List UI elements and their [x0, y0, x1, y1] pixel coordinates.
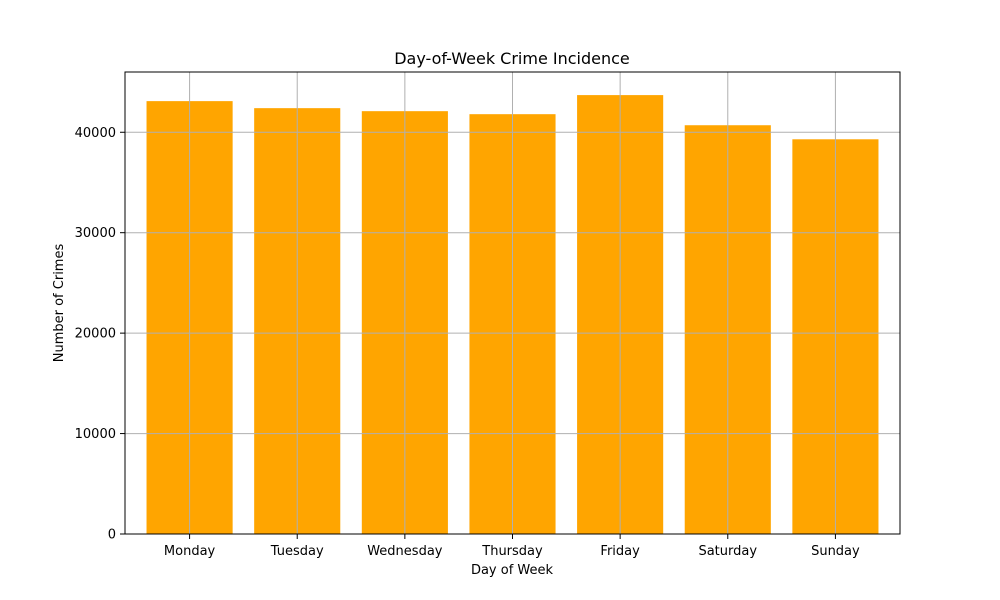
- chart-title: Day-of-Week Crime Incidence: [394, 49, 630, 68]
- y-axis-label: Number of Crimes: [52, 244, 67, 363]
- x-tick-label: Tuesday: [270, 544, 324, 559]
- x-tick-label: Saturday: [698, 544, 757, 559]
- grid-front-layer: [125, 72, 900, 535]
- y-tick-label: 0: [108, 528, 116, 543]
- x-tick-label: Sunday: [811, 544, 860, 559]
- x-ticks: Monday Tuesday Wednesday Thursday Friday Satu…: [164, 534, 860, 559]
- y-ticks: 0 10000 20000 30000 40000: [75, 126, 125, 543]
- y-tick-label: 40000: [75, 126, 116, 141]
- y-tick-label: 30000: [75, 226, 116, 241]
- x-axis-label: Day of Week: [471, 563, 554, 578]
- x-tick-label: Friday: [600, 544, 640, 559]
- y-tick-label: 20000: [75, 327, 116, 342]
- y-tick-label: 10000: [75, 427, 116, 442]
- x-tick-label: Monday: [164, 544, 216, 559]
- x-tick-label: Wednesday: [367, 544, 443, 559]
- x-tick-label: Thursday: [481, 544, 543, 559]
